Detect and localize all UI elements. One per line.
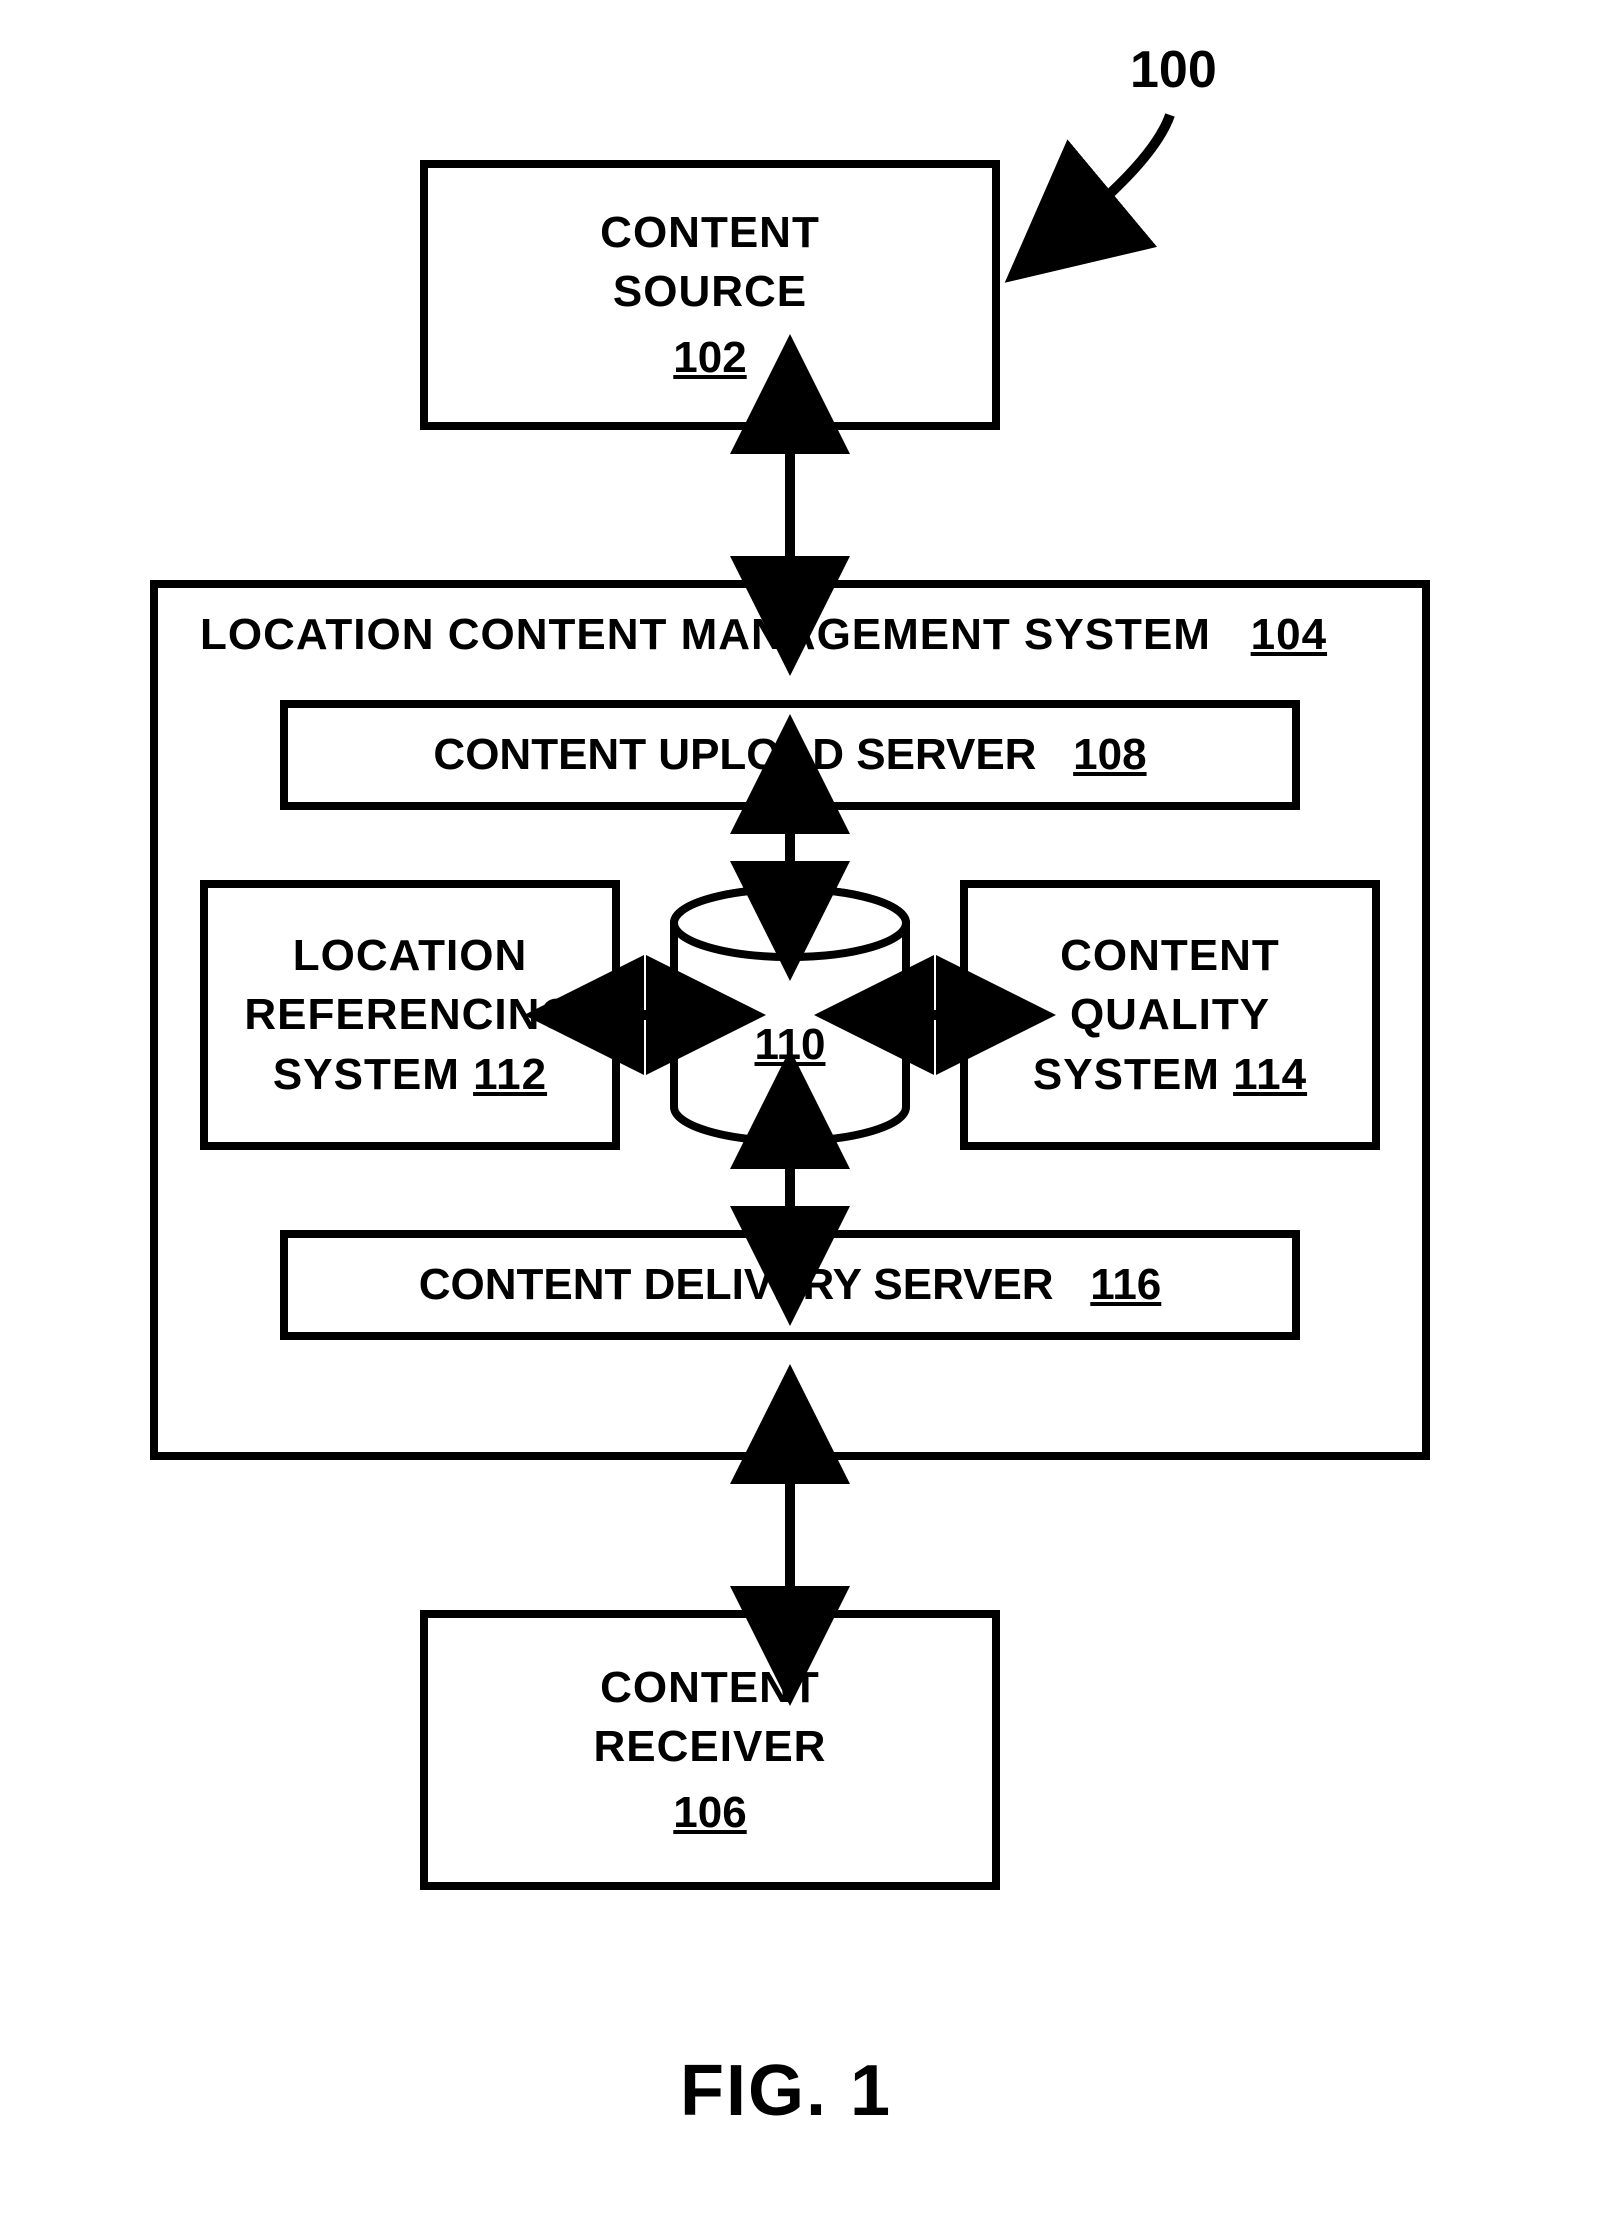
database-cylinder: 110: [670, 885, 910, 1145]
figure-caption: FIG. 1: [680, 2050, 892, 2132]
content-source-ref: 102: [673, 328, 746, 387]
lcms-title: LOCATION CONTENT MANAGEMENT SYSTEM 104: [200, 610, 1327, 660]
upload-server-box: CONTENT UPLOAD SERVER 108: [280, 700, 1300, 810]
content-source-box: CONTENTSOURCE 102: [420, 160, 1000, 430]
lcms-title-ref: 104: [1251, 610, 1327, 659]
delivery-server-label: CONTENT DELIVERY SERVER 116: [419, 1255, 1162, 1314]
location-ref-label: LOCATIONREFERENCINGSYSTEM 112: [244, 926, 575, 1104]
lcms-title-text: LOCATION CONTENT MANAGEMENT SYSTEM: [200, 610, 1211, 659]
content-receiver-box: CONTENTRECEIVER 106: [420, 1610, 1000, 1890]
content-receiver-label: CONTENTRECEIVER: [594, 1658, 827, 1777]
upload-server-label: CONTENT UPLOAD SERVER 108: [433, 725, 1146, 784]
figure-ref-label: 100: [1130, 40, 1217, 100]
content-source-label: CONTENTSOURCE: [600, 203, 820, 322]
content-quality-label: CONTENTQUALITYSYSTEM 114: [1033, 926, 1307, 1104]
delivery-server-box: CONTENT DELIVERY SERVER 116: [280, 1230, 1300, 1340]
content-receiver-ref: 106: [673, 1783, 746, 1842]
database-ref: 110: [670, 1020, 910, 1070]
location-ref-box: LOCATIONREFERENCINGSYSTEM 112: [200, 880, 620, 1150]
content-quality-box: CONTENTQUALITYSYSTEM 114: [960, 880, 1380, 1150]
